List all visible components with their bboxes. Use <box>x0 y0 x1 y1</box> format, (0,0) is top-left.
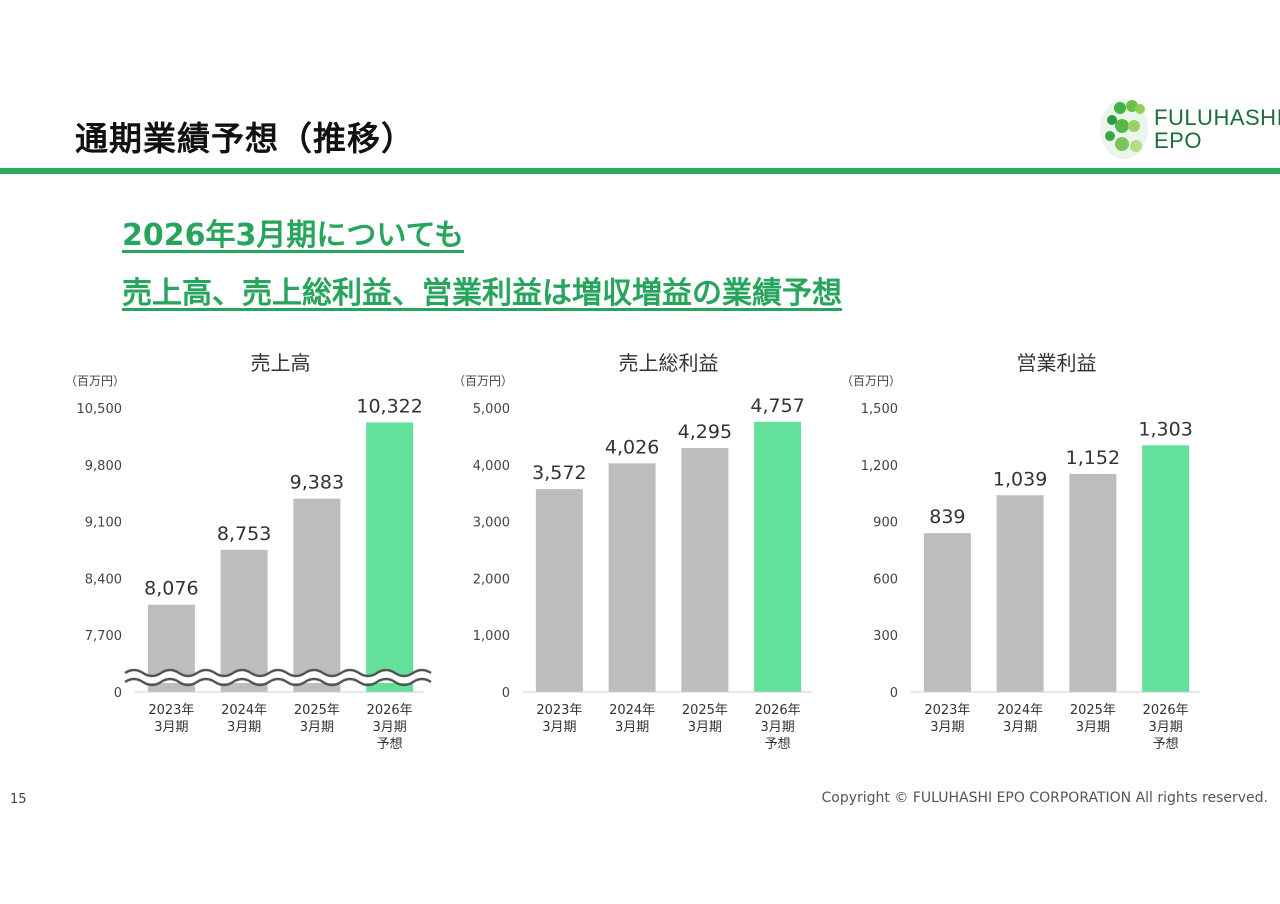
x-tick-label: 予想 <box>1153 736 1179 752</box>
x-tick-label: 3月期 <box>1003 720 1037 735</box>
y-tick-label: 0 <box>890 686 898 701</box>
headline-secondary: 売上高、売上総利益、営業利益は増収増益の業績予想 <box>122 276 842 311</box>
y-tick-label: 3,000 <box>473 516 510 531</box>
x-tick-label: 2023年 <box>924 703 970 718</box>
data-label: 10,322 <box>356 395 422 417</box>
chart-operating-profit-svg: 営業利益 （百万円） 0 300 600 900 1,200 1,500 839 2023年 3月期… <box>841 351 1200 752</box>
data-label: 1,152 <box>1066 447 1120 469</box>
y-tick-label: 0 <box>502 686 510 701</box>
axis-break-line <box>124 668 432 678</box>
x-tick-label: 2024年 <box>609 703 655 718</box>
axis-break-mask <box>125 670 434 683</box>
y-tick-label: 4,000 <box>473 459 510 474</box>
bar <box>535 489 583 692</box>
x-tick-label: 予想 <box>765 736 791 752</box>
x-tick-label: 3月期 <box>760 720 794 735</box>
data-label: 3,572 <box>532 462 586 484</box>
logo-mark-icon <box>1100 99 1148 159</box>
bar <box>996 495 1044 692</box>
copyright-notice: Copyright © FULUHASHI EPO CORPORATION Al… <box>821 790 1268 806</box>
chart-title: 営業利益 <box>1017 351 1097 375</box>
x-tick-label: 3月期 <box>154 720 188 735</box>
chart-sales-svg: 売上高 （百万円） 0 7,700 8,400 9,100 9,800 10,500 8,076… <box>65 351 434 752</box>
x-tick-label: 2025年 <box>294 703 340 718</box>
x-tick-label: 2026年 <box>367 703 413 718</box>
x-tick-label: 2024年 <box>221 703 267 718</box>
chart-title: 売上総利益 <box>619 351 719 375</box>
bar <box>366 422 414 692</box>
data-label: 1,303 <box>1138 418 1192 440</box>
x-tick-label: 予想 <box>377 736 403 752</box>
x-tick-label: 2026年 <box>755 703 801 718</box>
y-axis-unit-label: （百万円） <box>453 374 513 388</box>
y-tick-label: 600 <box>873 572 898 587</box>
bar <box>293 498 341 692</box>
title-divider <box>0 168 1280 174</box>
data-label: 4,295 <box>678 421 732 443</box>
data-label: 1,039 <box>993 468 1047 490</box>
chart-gross-profit-svg: 売上総利益 （百万円） 0 1,000 2,000 3,000 4,000 5,000 3,57… <box>453 351 812 752</box>
logo-text-line2: EPO <box>1154 128 1202 153</box>
bar <box>923 533 971 692</box>
x-tick-label: 3月期 <box>1076 720 1110 735</box>
x-tick-label: 3月期 <box>615 720 649 735</box>
x-tick-label: 2025年 <box>1070 703 1116 718</box>
y-tick-label: 1,500 <box>861 402 898 417</box>
y-tick-label: 2,000 <box>473 572 510 587</box>
x-tick-label: 2025年 <box>682 703 728 718</box>
company-logo: FULUHASHI EPO <box>1098 96 1280 162</box>
x-tick-label: 3月期 <box>372 720 406 735</box>
y-tick-label: 900 <box>873 516 898 531</box>
data-label: 839 <box>929 506 965 528</box>
y-tick-label: 10,500 <box>77 402 123 417</box>
y-tick-label: 1,200 <box>861 459 898 474</box>
y-tick-label: 9,800 <box>85 459 122 474</box>
bar <box>1142 445 1190 692</box>
x-tick-label: 3月期 <box>542 720 576 735</box>
y-axis-unit-label: （百万円） <box>841 374 901 388</box>
logo-text-line1: FULUHASHI <box>1154 105 1280 130</box>
data-label: 4,757 <box>750 395 804 417</box>
y-tick-label: 9,100 <box>85 516 122 531</box>
chart-sales: 売上高 （百万円） 0 7,700 8,400 9,100 9,800 10,500 8,076… <box>60 340 440 760</box>
chart-gross-profit: 売上総利益 （百万円） 0 1,000 2,000 3,000 4,000 5,000 3,57… <box>448 340 828 760</box>
x-tick-label: 3月期 <box>1148 720 1182 735</box>
bar <box>754 421 802 692</box>
y-tick-label: 1,000 <box>473 629 510 644</box>
chart-operating-profit: 営業利益 （百万円） 0 300 600 900 1,200 1,500 839 2023年 3月期… <box>836 340 1216 760</box>
bar <box>220 549 268 692</box>
y-tick-label: 0 <box>114 686 122 701</box>
y-tick-label: 5,000 <box>473 402 510 417</box>
y-tick-label: 8,400 <box>85 572 122 587</box>
y-tick-label: 7,700 <box>85 629 122 644</box>
axis-break-line <box>124 677 432 687</box>
y-axis-unit-label: （百万円） <box>65 374 125 388</box>
x-tick-label: 3月期 <box>688 720 722 735</box>
data-label: 8,753 <box>217 523 271 545</box>
headline-primary: 2026年3月期についても <box>122 218 464 253</box>
x-tick-label: 2023年 <box>536 703 582 718</box>
page-title: 通期業績予想（推移） <box>75 119 415 158</box>
data-label: 4,026 <box>605 436 659 458</box>
x-tick-label: 3月期 <box>300 720 334 735</box>
chart-title: 売上高 <box>251 351 311 375</box>
x-tick-label: 2023年 <box>148 703 194 718</box>
bar <box>681 448 729 692</box>
x-tick-label: 2024年 <box>997 703 1043 718</box>
x-tick-label: 2026年 <box>1143 703 1189 718</box>
page-number: 15 <box>10 792 27 807</box>
x-tick-label: 3月期 <box>930 720 964 735</box>
bar <box>608 463 656 692</box>
data-label: 9,383 <box>290 472 344 494</box>
data-label: 8,076 <box>144 578 198 600</box>
x-tick-label: 3月期 <box>227 720 261 735</box>
y-tick-label: 300 <box>873 629 898 644</box>
bar <box>1069 473 1117 692</box>
